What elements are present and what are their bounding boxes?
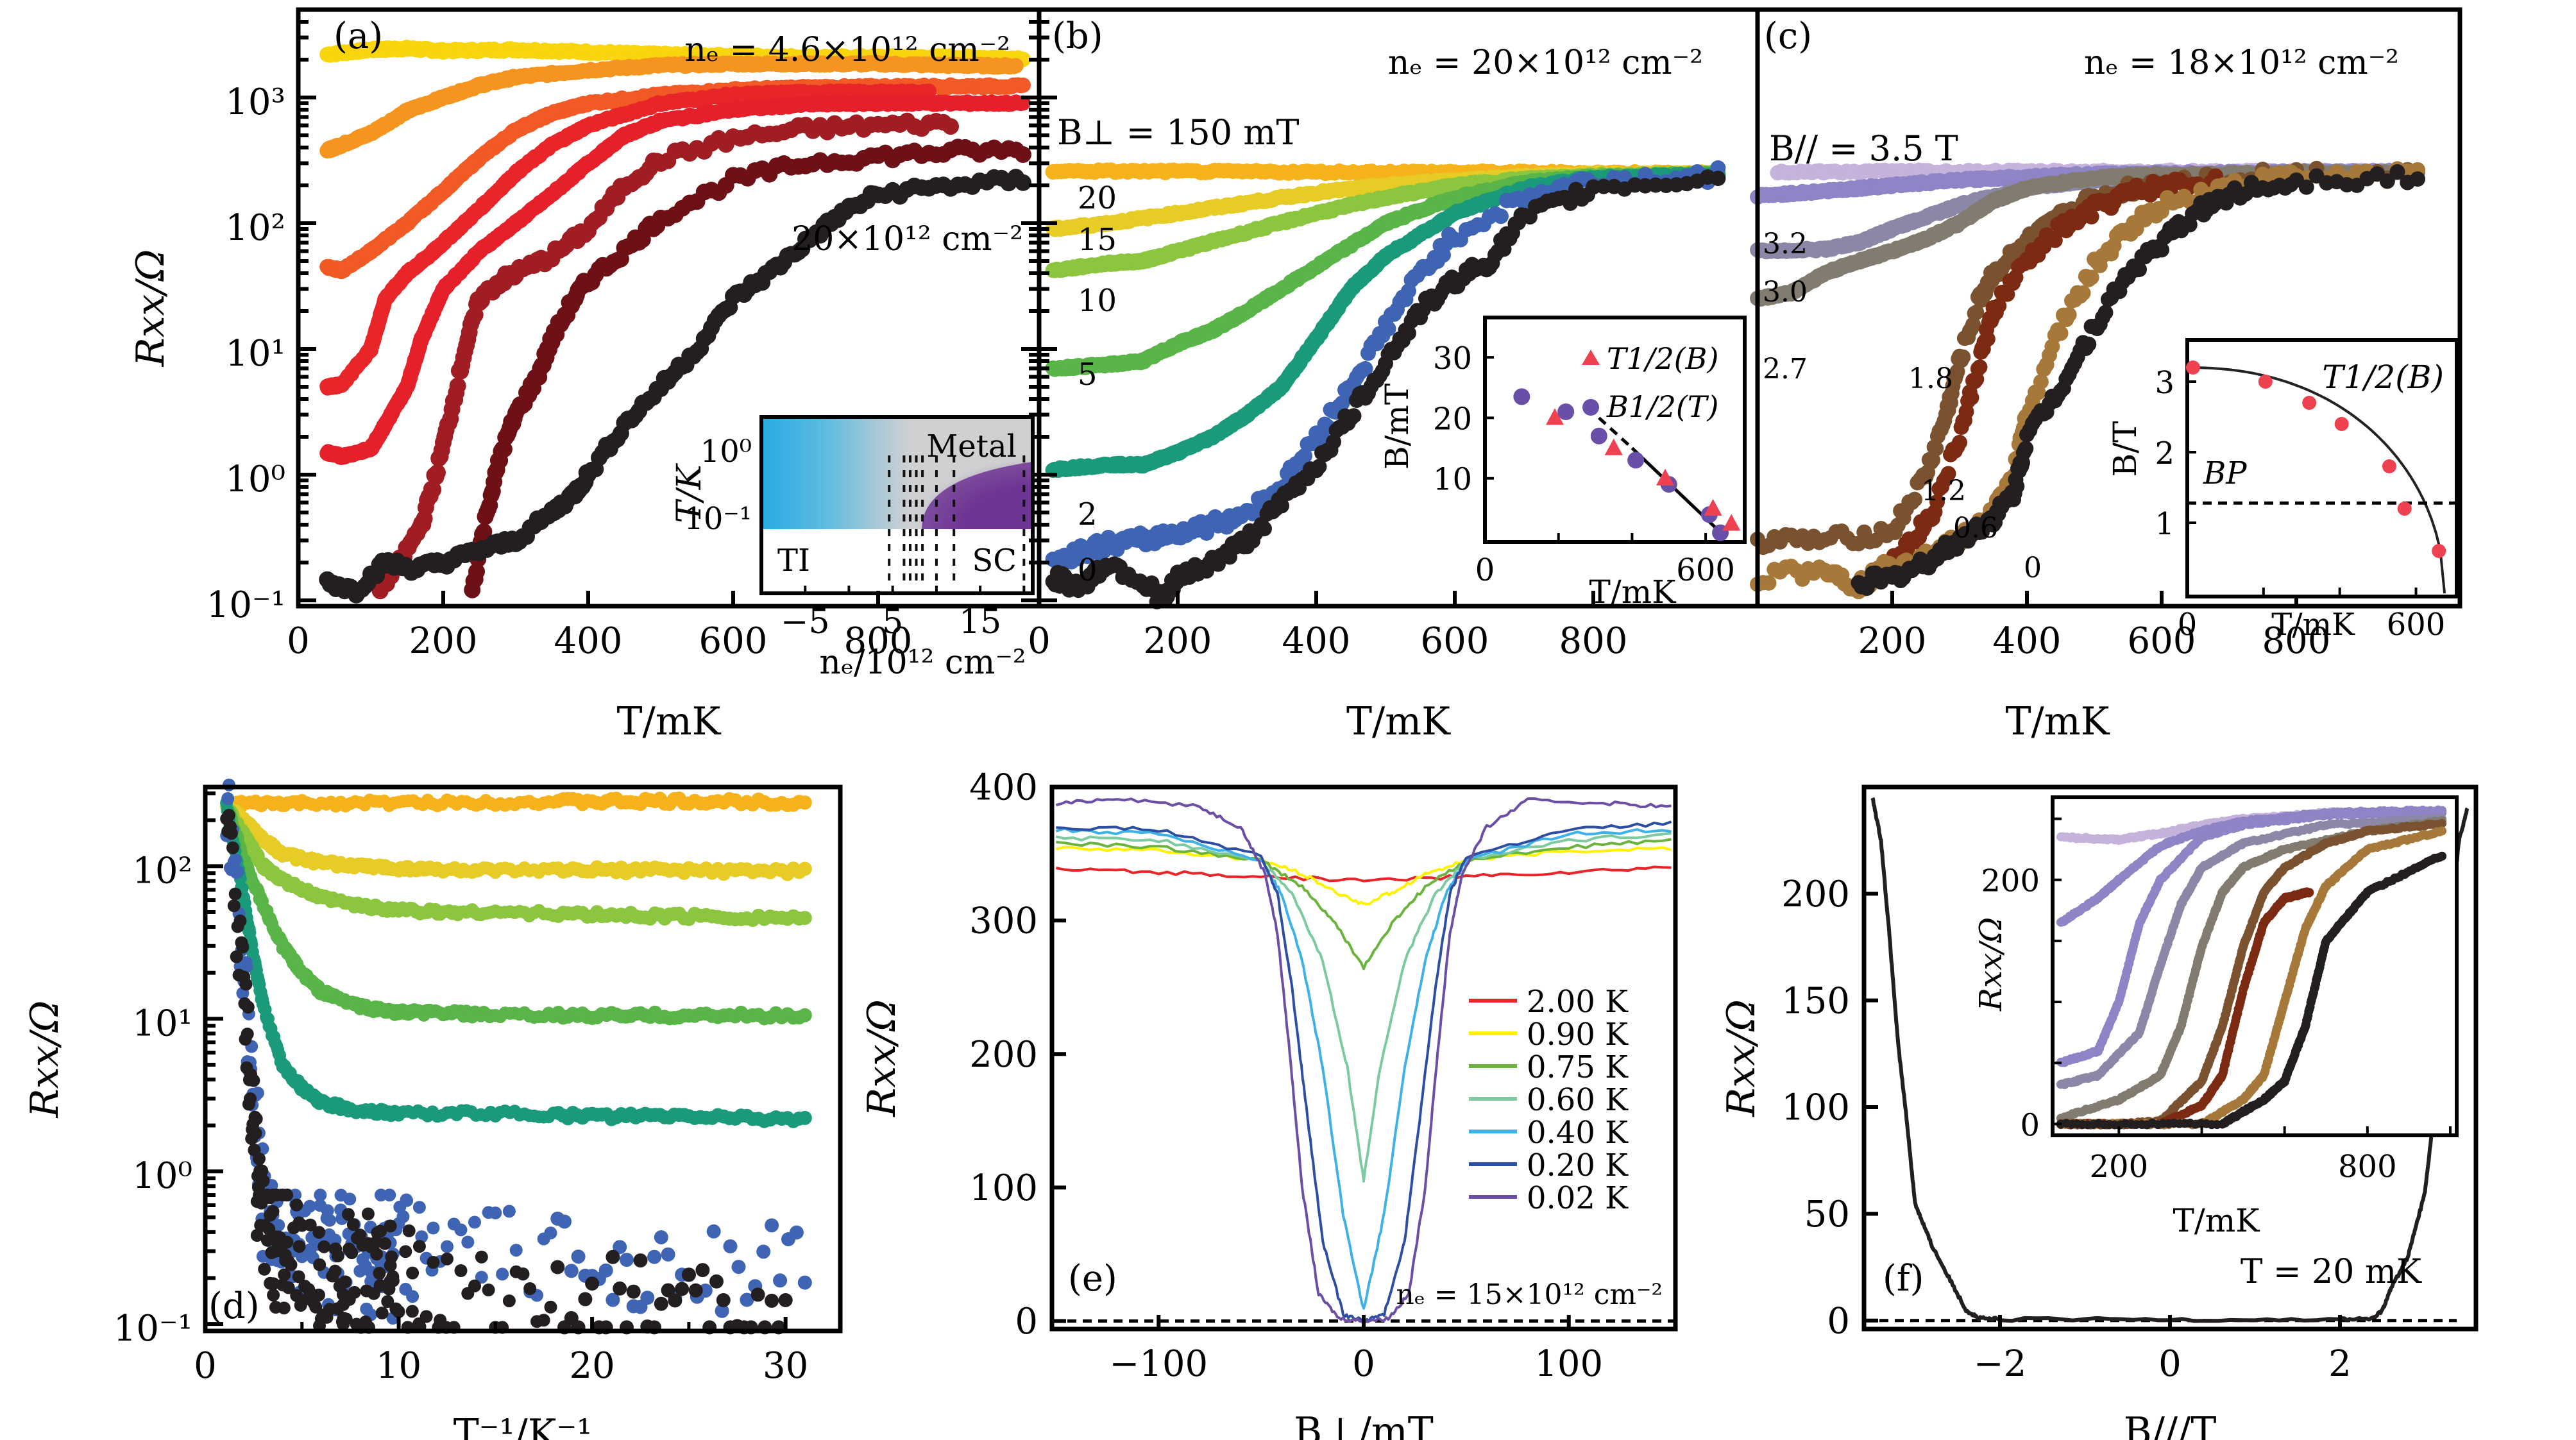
sc-region-label: SC (972, 543, 1017, 579)
inset-x-tick-label: 5 (882, 603, 903, 641)
x-tick-label: 200 (1144, 620, 1212, 662)
inset-x-axis-label: nₑ/10¹² cm⁻² (819, 643, 1026, 682)
inset-x-tick-label: 15 (959, 603, 1001, 641)
curve-label: 20 (1078, 180, 1117, 216)
x-axis-label: T/mK (1346, 699, 1451, 744)
b-half-point (1513, 388, 1530, 405)
inset-y-tick-label: 10 (1433, 462, 1472, 498)
metal-region-label: Metal (926, 428, 1017, 464)
y-tick-label: 10⁰ (225, 459, 285, 500)
b-half-point (1590, 427, 1607, 445)
legend-circle-icon (1582, 399, 1599, 416)
data-point (1015, 174, 1031, 191)
x-tick-label: 400 (1282, 620, 1351, 662)
y-tick-label: 10⁻¹ (207, 584, 285, 626)
b-half-point (1557, 403, 1575, 420)
y-tick-label: 10¹ (225, 333, 285, 375)
inset-y-tick-label: 30 (1433, 341, 1472, 377)
y-axis-label: Rxx/Ω (128, 250, 173, 368)
curve-label: 0 (1078, 552, 1097, 588)
x-axis-label: T/mK (617, 699, 722, 744)
curve-label: 10 (1078, 283, 1117, 319)
inset-x-tick-label: 600 (1676, 552, 1735, 588)
series-n2 (319, 55, 1024, 159)
curve-label: 2 (1078, 496, 1097, 532)
x-tick-label: 600 (1421, 620, 1489, 662)
data-point (942, 118, 959, 135)
inset-y-tick-label: 10⁰ (700, 434, 752, 470)
curve-label: 15 (1078, 222, 1117, 258)
legend-label: B1/2(T) (1606, 389, 1718, 424)
curve-label: 5 (1078, 357, 1097, 393)
data-point (449, 377, 466, 394)
inset-y-axis-label: B/mT (1378, 384, 1416, 470)
density-annotation: nₑ = 20×10¹² cm⁻² (1388, 44, 1703, 82)
data-point (1008, 58, 1024, 74)
legend-label: T1/2(B) (1607, 341, 1718, 376)
inset-y-tick-label: 10⁻¹ (684, 501, 752, 537)
x-tick-label: 0 (1028, 620, 1051, 662)
x-tick-label: 600 (699, 620, 768, 662)
inset-y-tick-label: 20 (1433, 401, 1472, 437)
x-tick-label: 200 (409, 620, 478, 662)
x-tick-label: 400 (554, 620, 623, 662)
b-half-point (1627, 452, 1645, 469)
density-annotation: 20×10¹² cm⁻² (792, 220, 1023, 258)
data-point (1710, 171, 1726, 187)
panel-label: (b) (1052, 15, 1103, 57)
inset-x-axis-label: T/mK (1589, 573, 1677, 611)
ti-region-label: TI (777, 543, 810, 579)
data-point (1346, 408, 1362, 424)
panel-label: (a) (334, 15, 383, 57)
data-point (429, 464, 446, 481)
data-point (1257, 521, 1272, 537)
data-point (1015, 77, 1031, 93)
inset-x-tick-label: −5 (781, 603, 830, 641)
data-point (1380, 321, 1396, 337)
density-annotation: nₑ = 4.6×10¹² cm⁻² (684, 31, 1010, 69)
x-tick-label: 0 (287, 620, 310, 662)
x-tick-label: 800 (1559, 620, 1628, 662)
y-tick-label: 10² (225, 207, 285, 249)
inset-x-tick-label: 0 (1475, 552, 1495, 588)
field-annotation: B⊥ = 150 mT (1057, 112, 1300, 153)
data-point (1493, 208, 1509, 224)
y-tick-label: 10³ (225, 81, 285, 123)
